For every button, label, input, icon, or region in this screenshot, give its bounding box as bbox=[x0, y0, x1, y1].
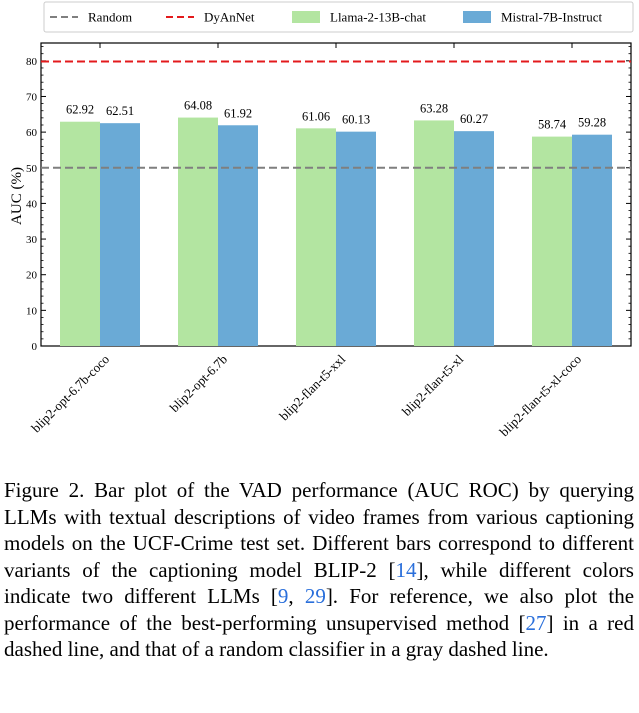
bar-value-label: 62.51 bbox=[106, 104, 134, 118]
bar bbox=[572, 134, 612, 346]
chart-svg: Random DyAnNet Llama-2-13B-chat Mistral-7B-… bbox=[9, 1, 634, 439]
y-tick-label: 70 bbox=[26, 91, 38, 103]
bar-value-label: 61.92 bbox=[224, 106, 252, 120]
bar-value-label: 60.13 bbox=[342, 113, 370, 127]
value-labels: 62.92 62.51 64.08 61.92 61.06 60.13 63.28 60.27… bbox=[66, 99, 606, 132]
bar-value-label: 63.28 bbox=[420, 101, 448, 115]
caption-text: , bbox=[288, 584, 305, 608]
x-tick-label: blip2-opt-6.7b bbox=[167, 352, 230, 415]
caption-text: ], while different colors indicate two d… bbox=[4, 557, 634, 609]
bar bbox=[100, 123, 140, 347]
bar-value-label: 60.27 bbox=[460, 112, 488, 126]
caption-text: ] in a red dashed line, and that of a ra… bbox=[4, 610, 634, 662]
legend-patch-swatch bbox=[463, 11, 491, 23]
y-tick-label: 20 bbox=[26, 270, 38, 282]
citation-link[interactable]: 9 bbox=[277, 584, 289, 608]
bar-chart: Random DyAnNet Llama-2-13B-chat Mistral-7B-… bbox=[9, 1, 634, 439]
bar-value-label: 62.92 bbox=[66, 103, 94, 117]
bar bbox=[336, 131, 376, 346]
x-tick-label: blip2-opt-6.7b-coco bbox=[28, 352, 112, 436]
bar-value-label: 59.28 bbox=[578, 116, 606, 130]
legend-patch-swatch bbox=[292, 11, 320, 23]
bar bbox=[296, 128, 336, 346]
bar bbox=[218, 125, 258, 347]
y-tick-labels: 0 10 20 30 40 50 60 70 80 bbox=[26, 56, 38, 353]
bar-value-label: 61.06 bbox=[302, 109, 330, 123]
legend-label: Random bbox=[88, 10, 132, 25]
bar-value-label: 58.74 bbox=[538, 118, 567, 132]
bars bbox=[60, 117, 612, 347]
bar bbox=[414, 120, 454, 346]
legend-box bbox=[43, 1, 634, 33]
caption-text: ]. For reference, we also plot the perfo… bbox=[4, 584, 635, 635]
legend-label: Mistral-7B-Instruct bbox=[501, 10, 602, 25]
reference-lines bbox=[41, 60, 631, 169]
citation-link[interactable]: 27 bbox=[525, 610, 547, 635]
y-axis-label: AUC (%) bbox=[9, 167, 25, 225]
y-tick-label: 80 bbox=[26, 56, 38, 68]
y-tick-label: 10 bbox=[26, 305, 38, 317]
y-tick-label: 50 bbox=[26, 163, 38, 175]
legend: Random DyAnNet Llama-2-13B-chat Mistral-7B-… bbox=[50, 10, 602, 25]
figure-caption: Figure 2. Bar plot of the VAD performanc… bbox=[4, 477, 634, 663]
y-tick-label: 30 bbox=[26, 234, 38, 246]
legend-label: DyAnNet bbox=[204, 10, 255, 25]
x-tick-label: blip2-flan-t5-xxl bbox=[276, 351, 348, 423]
x-tick-label: blip2-flan-t5-xl-coco bbox=[496, 352, 584, 440]
y-tick-label: 40 bbox=[26, 198, 38, 210]
citation-link[interactable]: 14 bbox=[395, 557, 417, 582]
bar bbox=[178, 117, 218, 347]
bar bbox=[532, 136, 572, 346]
bar bbox=[60, 121, 100, 346]
bar bbox=[454, 131, 494, 346]
x-tick-label: blip2-flan-t5-xl bbox=[399, 351, 467, 419]
caption-label: Figure 2. bbox=[4, 478, 85, 502]
legend-label: Llama-2-13B-chat bbox=[330, 10, 426, 25]
x-tick-labels: blip2-opt-6.7b-coco blip2-opt-6.7b blip2-f… bbox=[28, 351, 584, 439]
caption-text: Bar plot of the VAD performance (AUC ROC… bbox=[4, 478, 635, 582]
y-tick-label: 0 bbox=[32, 341, 38, 353]
citation-link[interactable]: 29 bbox=[304, 584, 326, 608]
y-tick-label: 60 bbox=[26, 127, 38, 139]
bar-value-label: 64.08 bbox=[184, 99, 212, 113]
